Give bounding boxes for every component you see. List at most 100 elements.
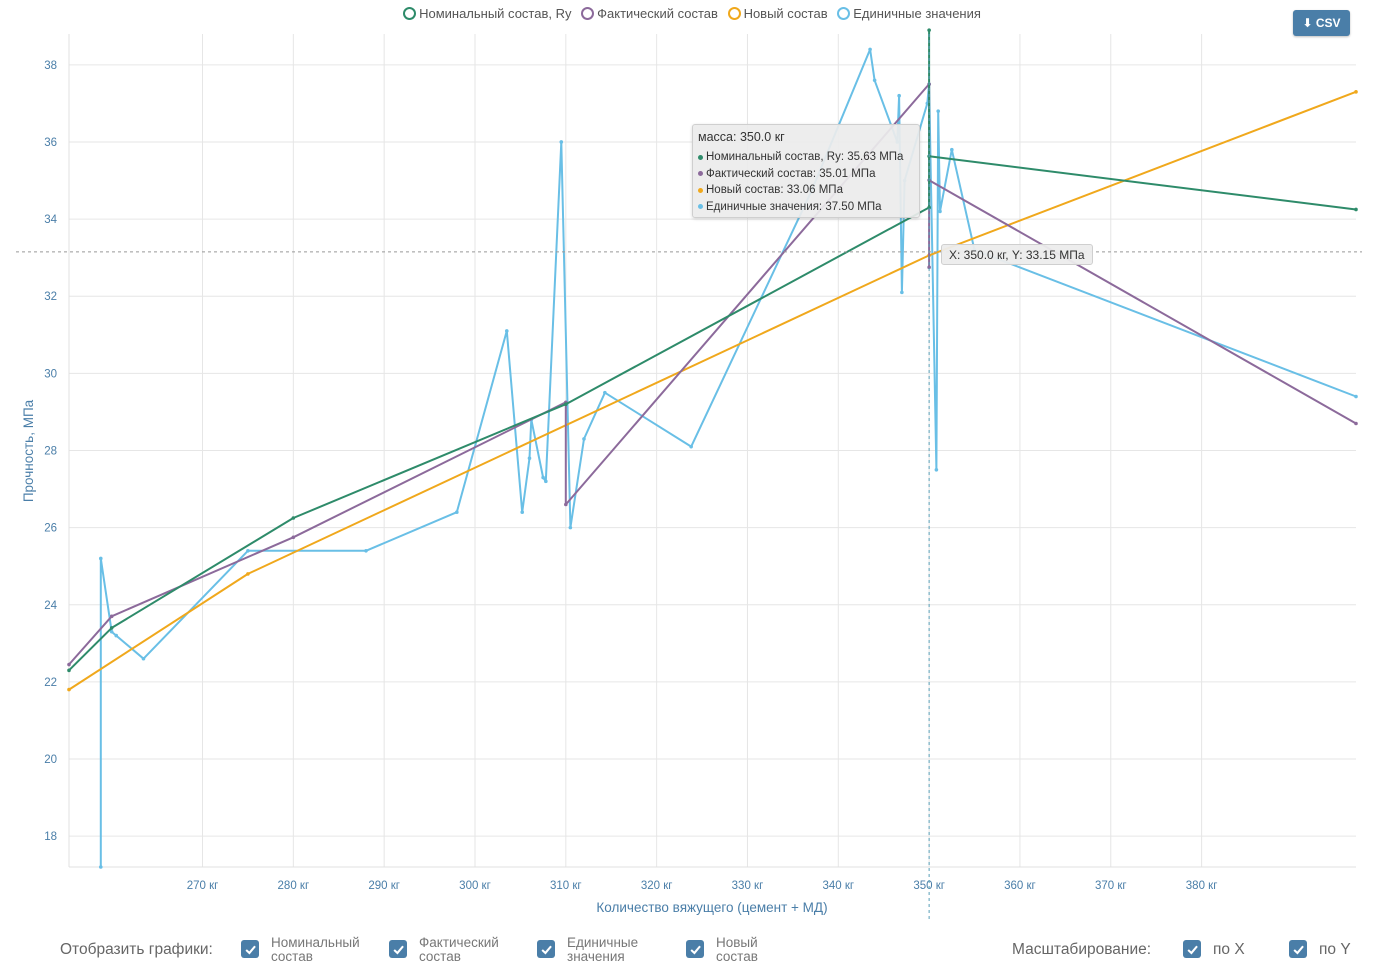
series-dot-icon	[698, 154, 703, 160]
series-line[interactable]	[68, 29, 1357, 672]
data-point[interactable]	[934, 467, 939, 472]
data-point[interactable]	[897, 93, 901, 98]
data-point[interactable]	[927, 265, 931, 270]
toggle-actual-label: Фактический состав	[419, 935, 499, 964]
crosshair	[16, 34, 1362, 920]
data-point[interactable]	[67, 662, 71, 667]
data-point[interactable]	[564, 502, 568, 507]
data-point[interactable]	[246, 572, 250, 576]
tooltip-row-text: Номинальный состав, Ry: 35.63 МПа	[706, 151, 904, 163]
legend-item-actual[interactable]: Фактический состав	[581, 6, 718, 21]
check-icon	[392, 945, 404, 954]
y-tick-label: 22	[44, 677, 57, 689]
x-tick-label: 280 кг	[278, 880, 310, 892]
x-tick-label: 370 кг	[1095, 880, 1127, 892]
data-point[interactable]	[1354, 90, 1358, 94]
y-tick-label: 18	[44, 831, 57, 843]
check-icon	[689, 945, 701, 954]
data-point[interactable]	[564, 402, 568, 407]
data-point[interactable]	[689, 444, 693, 449]
y-tick-label: 24	[44, 600, 57, 612]
scale-x-checkbox[interactable]	[1183, 940, 1201, 958]
legend-item-nominal[interactable]: Номинальный состав, Ry	[403, 6, 572, 21]
data-point[interactable]	[868, 47, 872, 52]
data-point[interactable]	[67, 668, 71, 673]
data-tooltip: масса: 350.0 кг Номинальный состав, Ry: …	[692, 124, 920, 218]
legend-circle-icon	[727, 7, 741, 20]
data-point[interactable]	[109, 626, 114, 630]
data-point[interactable]	[520, 510, 525, 515]
data-point[interactable]	[109, 629, 114, 634]
scale-y-label: по Y	[1319, 941, 1351, 958]
tooltip-row: Новый состав: 33.06 МПа	[698, 182, 914, 199]
x-tick-label: 310 кг	[550, 880, 582, 892]
data-point[interactable]	[1354, 421, 1358, 426]
chart-grid	[68, 34, 1356, 868]
toggle-nominal-checkbox[interactable]	[241, 940, 259, 958]
check-icon	[1186, 945, 1198, 954]
legend-item-new[interactable]: Новый состав	[727, 6, 828, 21]
data-point[interactable]	[455, 510, 459, 515]
data-point[interactable]	[364, 548, 368, 553]
data-point[interactable]	[568, 525, 573, 530]
legend-item-single[interactable]: Единичные значения	[837, 6, 981, 21]
data-point[interactable]	[98, 865, 103, 869]
data-point[interactable]	[1354, 394, 1358, 399]
scale-y-checkbox[interactable]	[1289, 940, 1307, 958]
data-point[interactable]	[291, 535, 296, 540]
x-tick-label: 330 кг	[732, 880, 764, 892]
data-point[interactable]	[141, 656, 146, 661]
data-point[interactable]	[936, 109, 941, 113]
x-axis-label: Количество вяжущего (цемент + МД)	[596, 900, 827, 915]
toggle-new-label: Новый состав	[716, 935, 758, 964]
toggle-actual-checkbox[interactable]	[389, 940, 407, 958]
data-point[interactable]	[291, 516, 296, 520]
x-tick-labels: 270 кг 280 кг 290 кг 300 кг 310 кг 320 кг 330 …	[187, 880, 1218, 892]
y-tick-label: 20	[44, 754, 57, 766]
toggle-single-checkbox[interactable]	[537, 940, 555, 958]
show-graphs-label: Отобразить графики:	[60, 941, 213, 958]
y-tick-label: 26	[44, 523, 57, 535]
data-point[interactable]	[504, 329, 509, 333]
series-nominal	[67, 28, 1358, 673]
tooltip-row-text: Фактический состав: 35.01 МПа	[706, 167, 876, 180]
y-tick-labels: 18 20 22 24 26 28 30 32 34 36 38	[44, 60, 57, 843]
legend-circle-icon	[837, 7, 851, 20]
series-line[interactable]	[99, 48, 1357, 867]
y-tick-label: 38	[44, 60, 57, 72]
data-point[interactable]	[950, 147, 954, 152]
data-point[interactable]	[527, 456, 532, 461]
data-point[interactable]	[541, 475, 545, 480]
chart-area[interactable]: 270 кг 280 кг 290 кг 300 кг 310 кг 320 кг 330 …	[0, 0, 1384, 930]
legend-circle-icon	[581, 7, 595, 20]
x-tick-label: 270 кг	[187, 880, 219, 892]
chart-controls: Отобразить графики: Номинальный состав Фа…	[0, 932, 1384, 972]
data-point[interactable]	[559, 140, 564, 144]
toggle-new-checkbox[interactable]	[686, 940, 704, 958]
x-tick-label: 340 кг	[822, 880, 854, 892]
data-point[interactable]	[927, 205, 931, 210]
legend-label: Единичные значения	[853, 6, 981, 21]
series-line[interactable]	[68, 90, 1357, 691]
crosshair-readout: X: 350.0 кг, Y: 33.15 МПа	[941, 244, 1093, 265]
data-point[interactable]	[927, 28, 931, 32]
data-point[interactable]	[872, 78, 877, 83]
tooltip-row: Номинальный состав, Ry: 35.63 МПа	[698, 149, 914, 166]
data-point[interactable]	[98, 556, 103, 561]
data-point[interactable]	[246, 548, 250, 553]
download-csv-button[interactable]: ⬇ CSV	[1293, 10, 1350, 36]
data-point[interactable]	[582, 437, 586, 441]
data-point[interactable]	[603, 390, 607, 395]
data-point[interactable]	[938, 209, 942, 214]
data-point[interactable]	[1354, 207, 1358, 212]
y-tick-label: 28	[44, 446, 57, 458]
data-point[interactable]	[67, 687, 71, 692]
tooltip-title: масса: 350.0 кг	[698, 130, 785, 144]
data-point[interactable]	[544, 479, 548, 484]
data-point[interactable]	[109, 614, 114, 619]
data-point[interactable]	[900, 290, 904, 295]
x-tick-label: 380 кг	[1186, 880, 1218, 892]
x-tick-label: 300 кг	[459, 880, 491, 892]
y-tick-label: 36	[44, 137, 57, 149]
data-point[interactable]	[114, 633, 119, 638]
